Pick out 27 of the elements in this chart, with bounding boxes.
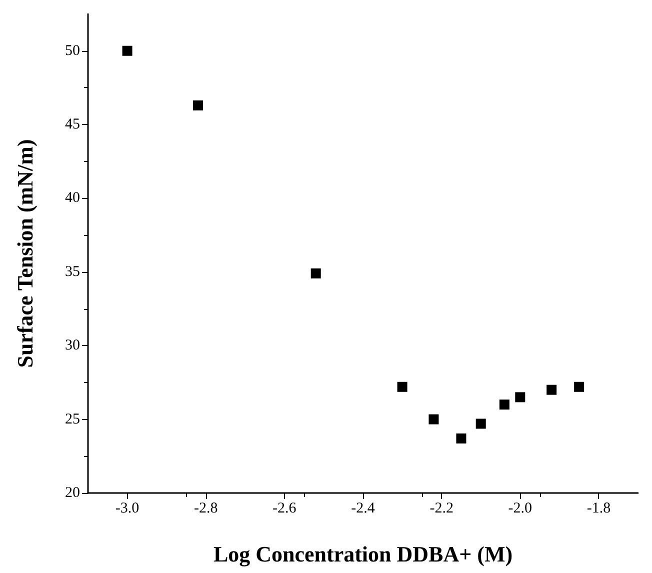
point: [515, 392, 526, 402]
x-tick-label: -1.8: [586, 500, 611, 516]
x-tick-label: -2.2: [430, 500, 454, 516]
x-tick-label: -2.0: [508, 500, 532, 516]
y-tick-label: 30: [65, 338, 80, 354]
point: [546, 384, 557, 395]
point: [428, 414, 439, 424]
x-tick-label: -2.4: [351, 500, 376, 516]
point: [456, 433, 466, 444]
y-tick-label: 45: [65, 116, 80, 133]
point: [193, 100, 203, 110]
y-tick-label: 25: [65, 411, 80, 428]
point: [476, 418, 486, 429]
point: [499, 400, 510, 410]
point: [310, 268, 321, 278]
x-tick-label: -2.6: [272, 500, 297, 516]
point: [574, 382, 584, 392]
x-tick-label: -3.0: [115, 500, 140, 516]
point: [122, 46, 132, 56]
x-tick-label: -2.8: [194, 500, 218, 516]
point: [397, 382, 408, 392]
y-axis-title: Surface Tension (mN/m): [12, 139, 38, 368]
x-axis-title: Log Concentration DDBA+ (M): [213, 542, 513, 566]
y-tick-label: 50: [65, 42, 80, 59]
y-tick-label: 35: [65, 264, 80, 280]
y-tick-label: 40: [65, 190, 80, 206]
y-tick-label: 20: [65, 485, 80, 501]
